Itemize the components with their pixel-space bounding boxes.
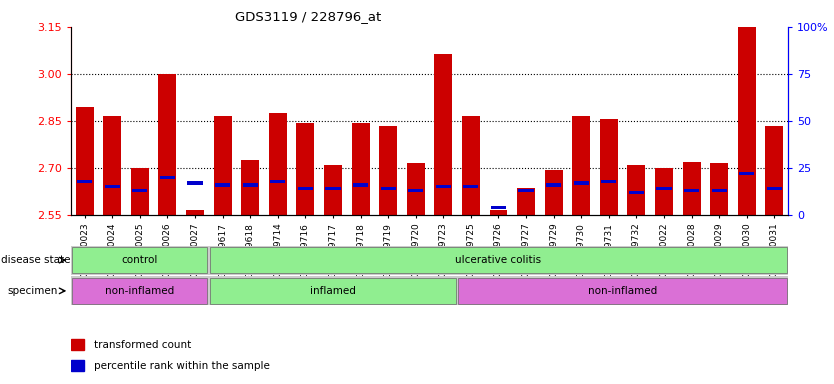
Bar <box>464 185 479 189</box>
Bar <box>435 185 451 189</box>
Bar <box>490 210 507 215</box>
Bar <box>600 119 618 215</box>
Text: specimen: specimen <box>8 286 58 296</box>
Bar <box>572 116 590 215</box>
Text: percentile rank within the sample: percentile rank within the sample <box>93 361 269 371</box>
Bar <box>380 187 395 190</box>
Bar <box>210 278 455 304</box>
Bar <box>655 168 673 215</box>
Bar <box>684 189 699 192</box>
Bar <box>407 163 425 215</box>
Bar <box>491 206 506 209</box>
Bar <box>71 360 83 371</box>
Bar <box>76 107 93 215</box>
Bar <box>459 278 786 304</box>
Bar <box>241 160 259 215</box>
Text: non-inflamed: non-inflamed <box>105 286 174 296</box>
Bar <box>188 182 203 185</box>
Bar <box>325 187 340 190</box>
Bar <box>545 170 563 215</box>
Bar <box>353 184 368 187</box>
Bar <box>766 187 782 190</box>
Bar <box>517 189 535 215</box>
Bar <box>462 116 480 215</box>
Bar <box>627 165 646 215</box>
Bar <box>105 185 120 189</box>
Bar <box>133 189 148 192</box>
Bar <box>243 184 258 187</box>
Bar <box>352 122 369 215</box>
Bar <box>71 339 83 350</box>
Bar <box>296 122 314 215</box>
Text: disease state: disease state <box>1 255 70 265</box>
Bar <box>408 189 424 192</box>
Bar <box>739 172 754 175</box>
Bar <box>103 116 121 215</box>
Bar <box>711 189 726 192</box>
Bar <box>435 53 452 215</box>
Bar <box>77 180 93 183</box>
Bar <box>214 116 232 215</box>
Bar <box>629 191 644 194</box>
Text: inflamed: inflamed <box>310 286 356 296</box>
Bar <box>766 126 783 215</box>
Bar <box>131 168 148 215</box>
Bar <box>682 162 701 215</box>
Bar <box>186 210 204 215</box>
Bar <box>158 74 177 215</box>
Bar <box>546 184 561 187</box>
Bar <box>210 247 786 273</box>
Bar <box>298 187 313 190</box>
Bar <box>711 163 728 215</box>
Bar <box>73 247 208 273</box>
Bar <box>738 8 756 215</box>
Text: non-inflamed: non-inflamed <box>588 286 657 296</box>
Bar <box>656 187 671 190</box>
Bar <box>519 189 534 192</box>
Text: GDS3119 / 228796_at: GDS3119 / 228796_at <box>235 10 382 23</box>
Bar <box>324 165 342 215</box>
Bar <box>379 126 397 215</box>
Bar <box>574 182 589 185</box>
Bar <box>73 278 208 304</box>
Text: transformed count: transformed count <box>93 340 191 350</box>
Bar <box>270 180 285 183</box>
Text: control: control <box>122 255 158 265</box>
Text: ulcerative colitis: ulcerative colitis <box>455 255 541 265</box>
Bar <box>160 176 175 179</box>
Bar <box>269 113 287 215</box>
Bar <box>601 180 616 183</box>
Bar <box>215 184 230 187</box>
